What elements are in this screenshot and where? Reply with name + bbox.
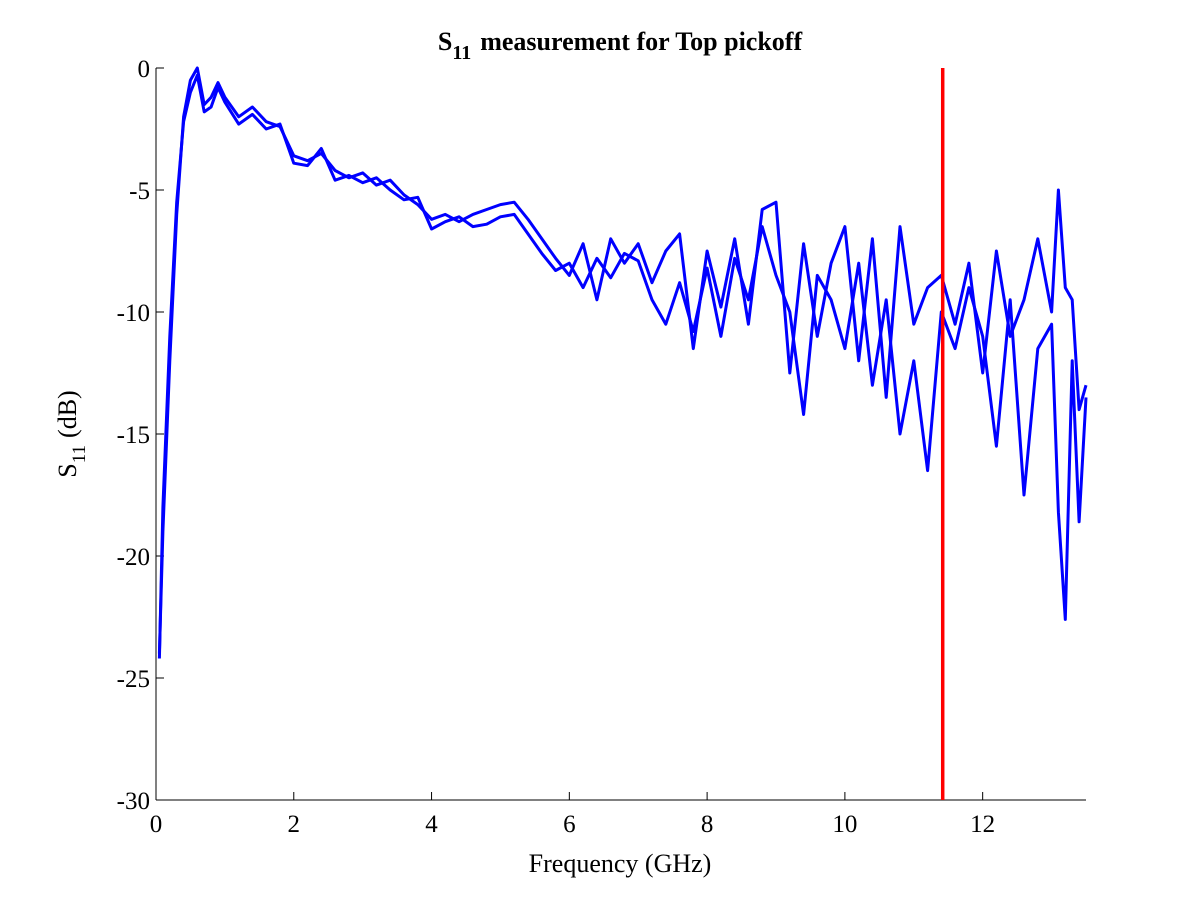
y-tick-label: -25: [117, 666, 150, 693]
ylabel-rest: (dB): [53, 390, 82, 438]
x-tick-label: 10: [832, 811, 857, 838]
ylabel-sub: 11: [69, 445, 90, 463]
title-rest: measurement for Top pickoff: [480, 27, 802, 56]
x-tick-label: 12: [970, 811, 995, 838]
ylabel-main: S: [53, 463, 82, 477]
x-tick-label: 8: [701, 811, 714, 838]
x-axis-label: Frequency (GHz): [529, 849, 712, 878]
y-tick-label: -30: [117, 788, 150, 815]
title-sub: 11: [452, 42, 471, 64]
x-tick-label: 2: [288, 811, 301, 838]
x-tick-label: 4: [425, 811, 438, 838]
y-tick-label: -20: [117, 544, 150, 571]
series-line: [157, 73, 1088, 659]
x-tick-label: 6: [563, 811, 576, 838]
chart-title: S11 measurement for Top pickoff: [438, 27, 803, 64]
x-tick-label: 0: [150, 811, 163, 838]
series-line: [157, 66, 1088, 654]
y-tick-label: -5: [129, 178, 150, 205]
y-axis-label: S11 (dB): [53, 390, 90, 477]
y-tick-label: -15: [117, 422, 150, 449]
title-main: S: [438, 27, 452, 56]
y-tick-label: 0: [138, 56, 151, 83]
y-tick-label: -10: [117, 300, 150, 327]
